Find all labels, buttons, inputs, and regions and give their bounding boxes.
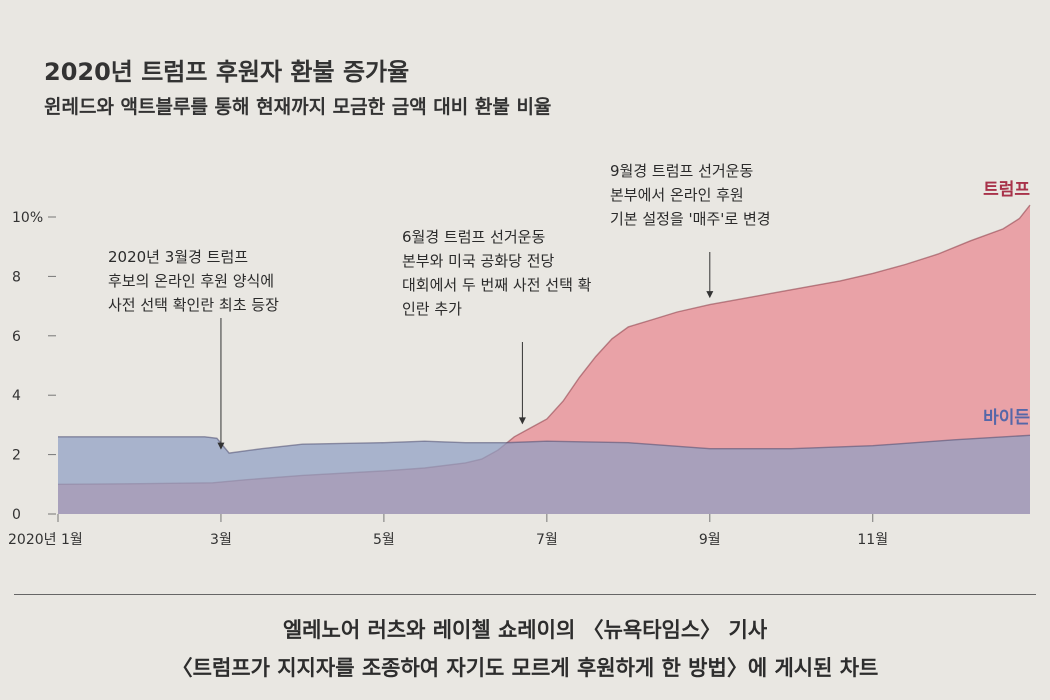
caption-divider	[14, 594, 1036, 595]
series-line-biden	[58, 434, 1031, 454]
series-area-biden	[58, 435, 1030, 514]
annotation-line: 본부에서 온라인 후원	[610, 186, 744, 204]
y-tick-label: 6	[12, 329, 21, 345]
x-tick-label: 5월	[373, 532, 395, 548]
series-label-biden: 바이든	[983, 408, 1030, 428]
annotation-line: 대회에서 두 번째 사전 선택 확	[402, 276, 592, 294]
annotation-line: 2020년 3월경 트럼프	[108, 248, 248, 266]
series-area-trump	[58, 205, 1030, 514]
annotation-line: 9월경 트럼프 선거운동	[610, 162, 753, 180]
chart-title: 2020년 트럼프 후원자 환불 증가율	[44, 58, 410, 86]
y-tick-label: 10%	[12, 210, 43, 226]
y-tick-label: 0	[12, 507, 21, 523]
x-tick-label: 3월	[210, 532, 232, 548]
annotation-line: 후보의 온라인 후원 양식에	[108, 272, 274, 290]
annotation-arrowhead	[706, 291, 714, 299]
caption-line-1: 엘레노어 러츠와 레이첼 쇼레이의 〈뉴욕타임스〉 기사	[282, 618, 768, 642]
y-tick-label: 4	[12, 388, 21, 404]
annotation-line: 사전 선택 확인란 최초 등장	[108, 296, 279, 314]
x-tick-label: 2020년 1월	[8, 532, 83, 548]
annotation-line: 기본 설정을 '매주'로 변경	[610, 210, 771, 228]
area-chart: 0 2 4 6 8 10% 2020년 1월 3월 5월 7월 9월 11월 2020년 3월경 트…	[8, 162, 1031, 548]
annotation-line: 본부와 미국 공화당 전당	[402, 252, 555, 270]
annotation-line: 6월경 트럼프 선거운동	[402, 228, 545, 246]
x-tick-label: 9월	[699, 532, 721, 548]
x-axis: 2020년 1월 3월 5월 7월 9월 11월	[8, 514, 888, 548]
annotation-arrowhead	[217, 442, 225, 450]
annotation-arrowhead	[518, 417, 526, 425]
series-label-trump: 트럼프	[983, 180, 1030, 200]
x-tick-label: 7월	[536, 532, 558, 548]
x-tick-label: 11월	[857, 532, 888, 548]
chart-subtitle: 윈레드와 액트블루를 통해 현재까지 모금한 금액 대비 환불 비율	[44, 96, 552, 118]
y-tick-label: 2	[12, 448, 21, 464]
y-tick-label: 8	[12, 269, 21, 285]
y-axis: 0 2 4 6 8 10%	[12, 210, 56, 523]
plot-areas	[57, 204, 1031, 514]
annotation-line: 인란 추가	[402, 300, 462, 318]
caption-line-2: 〈트럼프가 지지자를 조종하여 자기도 모르게 후원하게 한 방법〉에 게시된 …	[171, 656, 879, 680]
